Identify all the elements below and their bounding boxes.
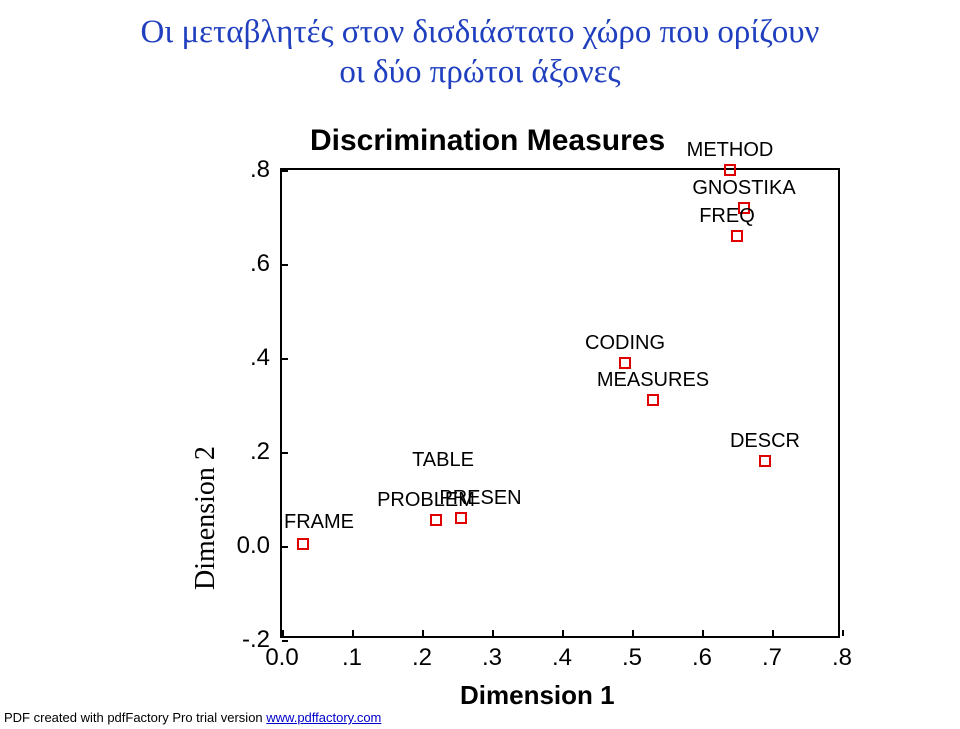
data-point [455,512,467,524]
x-tick-label: .2 [412,644,432,672]
y-tick [282,170,288,172]
page: Οι μεταβλητές στον δισδιάστατο χώρο που … [0,0,960,729]
chart-title: Discrimination Measures [310,124,665,158]
footer-link[interactable]: www.pdffactory.com [266,710,381,725]
footer-text: PDF created with pdfFactory Pro trial ve… [4,710,266,725]
y-tick [282,546,288,548]
y-tick [282,452,288,454]
x-tick [352,630,354,636]
data-point-label: METHOD [687,139,774,162]
data-point [619,357,631,369]
x-tick-label: 0.0 [265,644,298,672]
x-tick-label: .6 [692,644,712,672]
y-tick [282,264,288,266]
x-tick [492,630,494,636]
data-point [647,394,659,406]
y-tick-label: 0.0 [237,532,270,560]
y-tick-label: .2 [250,438,270,466]
x-tick [562,630,564,636]
x-tick [842,630,844,636]
data-point [430,514,442,526]
x-tick-label: .5 [622,644,642,672]
y-tick-label: .6 [250,250,270,278]
y-tick-label: .4 [250,344,270,372]
x-tick-label: .7 [762,644,782,672]
page-title-line2: οι δύο πρώτοι άξονες [0,54,960,91]
y-tick-label: .8 [250,156,270,184]
data-point-label: FREQ [699,205,755,228]
x-axis-label: Dimension 1 [460,680,615,711]
x-tick-label: .3 [482,644,502,672]
data-point [731,230,743,242]
scatter-plot: -.20.0.2.4.6.80.0.1.2.3.4.5.6.7.8METHODG… [280,168,840,638]
data-point [724,164,736,176]
x-tick [632,630,634,636]
x-tick-label: .8 [832,644,852,672]
y-tick [282,358,288,360]
y-tick [282,640,288,642]
data-point-label: PROBLEM [377,489,475,512]
data-point-label: DESCR [730,430,800,453]
x-tick [772,630,774,636]
page-title-line1: Οι μεταβλητές στον δισδιάστατο χώρο που … [0,14,960,51]
data-point [759,455,771,467]
x-tick-label: .4 [552,644,572,672]
data-point-label: FRAME [284,511,354,534]
data-point-label: MEASURES [597,369,709,392]
x-tick [422,630,424,636]
x-tick-label: .1 [342,644,362,672]
data-point [297,538,309,550]
data-point-label: CODING [585,332,665,355]
data-point-label: TABLE [412,449,474,472]
x-tick [282,630,284,636]
footer-note: PDF created with pdfFactory Pro trial ve… [4,710,381,725]
x-tick [702,630,704,636]
data-point-label: GNOSTIKA [692,177,795,200]
y-axis-label: Dimension 2 [190,446,222,590]
